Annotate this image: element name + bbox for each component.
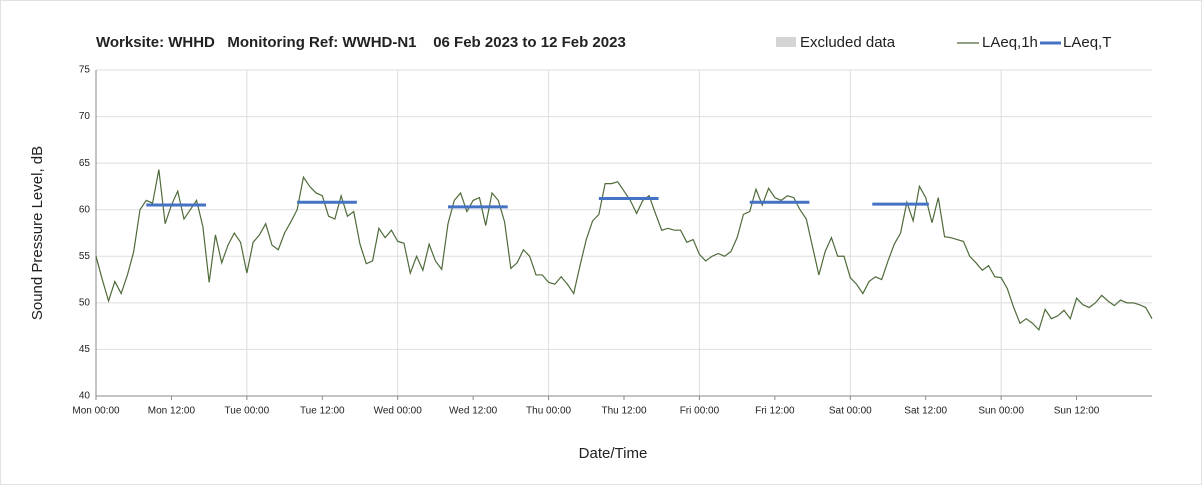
y-tick-label: 50 bbox=[79, 297, 91, 308]
x-tick-label: Tue 00:00 bbox=[225, 406, 270, 417]
chart-title: Worksite: WHHD Monitoring Ref: WWHD-N1 0… bbox=[96, 34, 626, 51]
x-tick-label: Thu 12:00 bbox=[601, 406, 646, 417]
legend-label: Excluded data bbox=[800, 34, 896, 51]
x-tick-label: Sun 00:00 bbox=[978, 406, 1024, 417]
x-tick-label: Sat 12:00 bbox=[904, 406, 947, 417]
x-tick-label: Fri 00:00 bbox=[680, 406, 720, 417]
y-tick-label: 40 bbox=[79, 391, 91, 402]
laeq-1h-line bbox=[95, 169, 1153, 332]
legend-label: LAeq,1h bbox=[982, 34, 1038, 51]
y-tick-label: 45 bbox=[79, 344, 91, 355]
x-tick-label: Sat 00:00 bbox=[829, 406, 872, 417]
x-axis-title: Date/Time bbox=[579, 445, 648, 462]
x-tick-label: Sun 12:00 bbox=[1054, 406, 1100, 417]
x-tick-label: Mon 12:00 bbox=[148, 406, 196, 417]
x-tick-label: Wed 00:00 bbox=[374, 406, 423, 417]
legend-swatch bbox=[776, 37, 796, 47]
y-tick-label: 65 bbox=[79, 158, 91, 169]
y-tick-label: 55 bbox=[79, 251, 91, 262]
y-tick-label: 60 bbox=[79, 204, 91, 215]
y-tick-label: 75 bbox=[79, 65, 91, 76]
x-tick-label: Tue 12:00 bbox=[300, 406, 345, 417]
legend-label: LAeq,T bbox=[1063, 34, 1111, 51]
x-tick-label: Thu 00:00 bbox=[526, 406, 571, 417]
x-tick-label: Mon 00:00 bbox=[72, 406, 120, 417]
x-tick-label: Wed 12:00 bbox=[449, 406, 498, 417]
y-tick-label: 70 bbox=[79, 111, 91, 122]
x-tick-label: Fri 12:00 bbox=[755, 406, 795, 417]
grid: 40 45 50 55 60 65 70 75 Mon 00:00 Mon 12:00 Tue 00… bbox=[72, 65, 1152, 417]
legend: Excluded data LAeq,1h LAeq,T bbox=[776, 34, 1111, 51]
y-axis-title: Sound Pressure Level, dB bbox=[29, 146, 46, 320]
plot-marks bbox=[95, 169, 1153, 332]
